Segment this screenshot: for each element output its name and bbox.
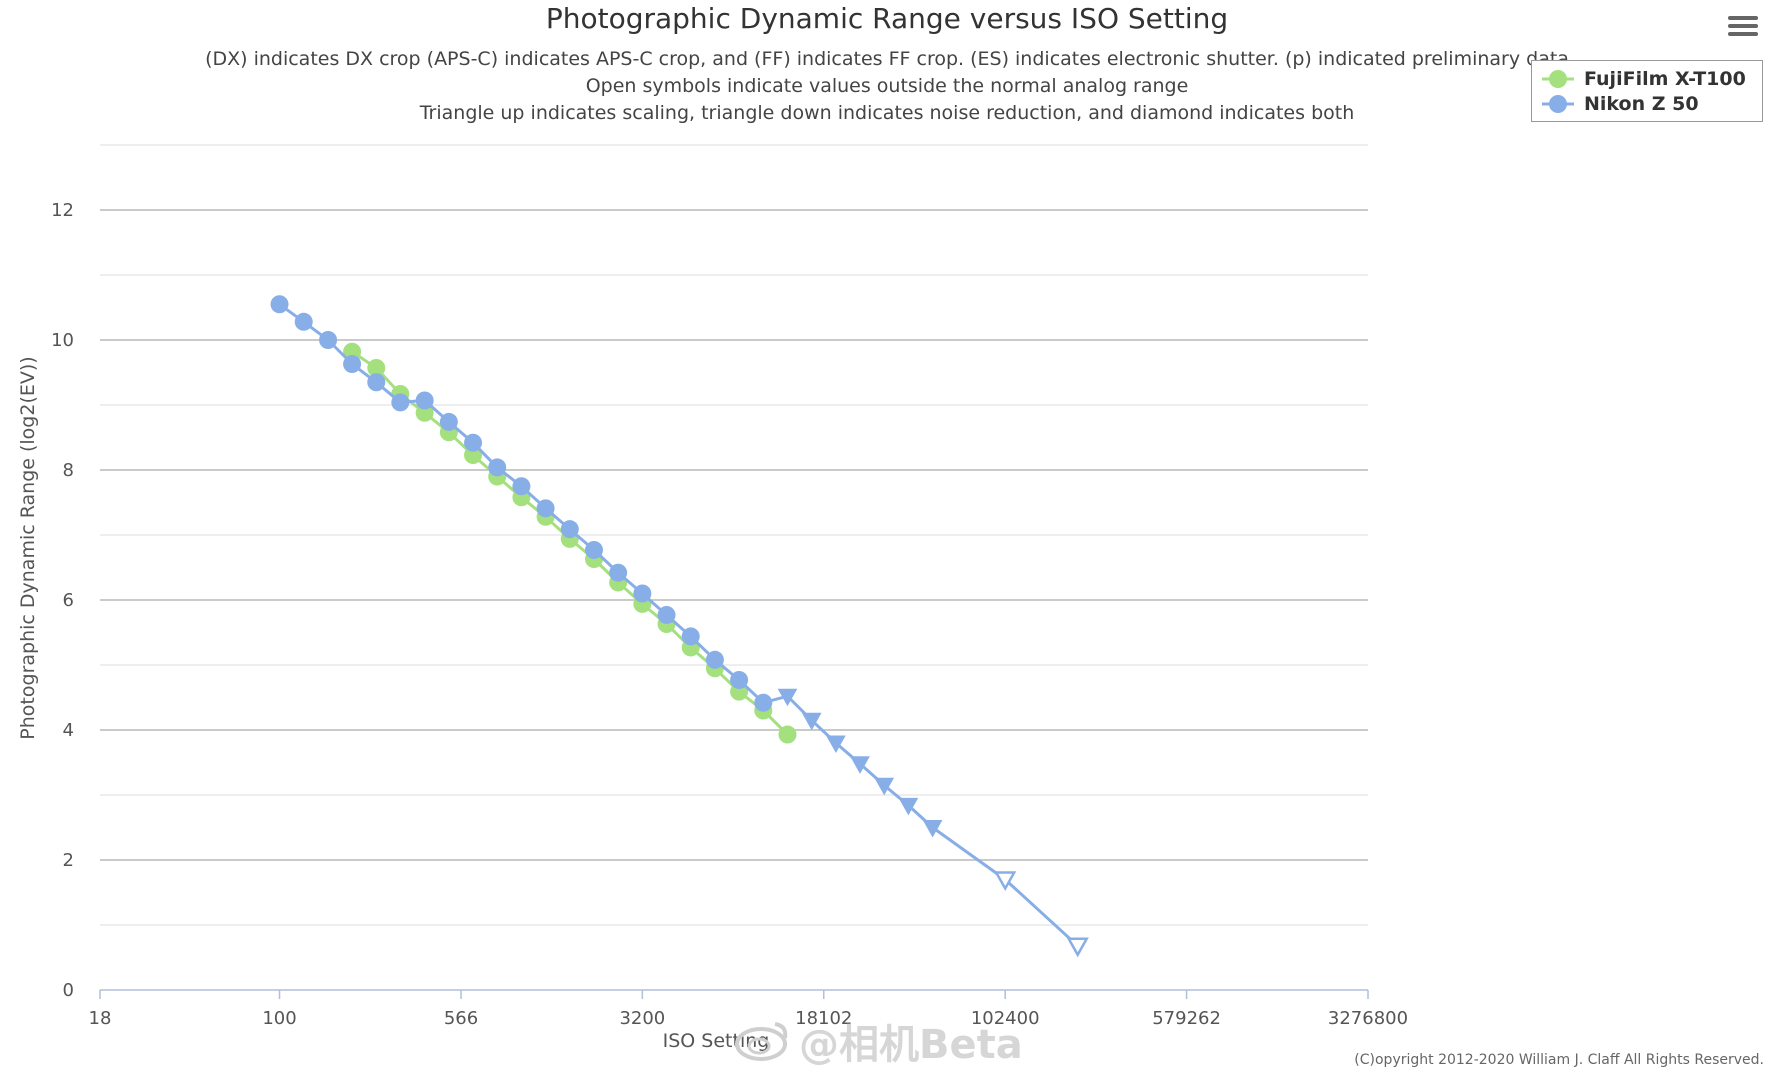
x-tick-label: 3200	[619, 1008, 665, 1029]
data-point[interactable]	[560, 520, 579, 539]
y-axis-label: Photographic Dynamic Range (log2(EV))	[17, 356, 39, 739]
data-point[interactable]	[391, 393, 410, 412]
data-point[interactable]	[464, 446, 483, 465]
legend-label-fujifilm: FujiFilm X-T100	[1584, 68, 1746, 90]
y-tick-label: 12	[51, 200, 74, 221]
data-point[interactable]	[826, 735, 846, 754]
x-tick-label: 100	[262, 1008, 296, 1029]
watermark-text: @相机Beta	[799, 1022, 1023, 1068]
data-point[interactable]	[633, 584, 652, 603]
data-point[interactable]	[778, 725, 797, 744]
series-layer	[270, 295, 1089, 958]
data-point[interactable]	[657, 605, 676, 624]
chart-title: Photographic Dynamic Range versus ISO Se…	[545, 2, 1229, 35]
data-point[interactable]	[415, 403, 434, 422]
legend-symbol-fujifilm	[1542, 70, 1574, 88]
data-point[interactable]	[801, 712, 822, 731]
legend-symbol-nikon	[1542, 95, 1574, 113]
y-tick-label: 10	[51, 330, 74, 351]
data-point[interactable]	[512, 477, 531, 496]
x-tick-label: 566	[444, 1008, 478, 1029]
data-point[interactable]	[488, 458, 507, 477]
data-point[interactable]	[464, 433, 483, 452]
data-point[interactable]	[898, 797, 919, 816]
data-point[interactable]	[319, 331, 338, 349]
data-point[interactable]	[777, 688, 798, 707]
data-point[interactable]	[415, 391, 434, 410]
data-point[interactable]	[922, 820, 943, 838]
data-point[interactable]	[874, 777, 895, 796]
data-point[interactable]	[1066, 937, 1089, 958]
data-point[interactable]	[367, 373, 386, 392]
x-tick-label: 18	[89, 1008, 112, 1029]
data-point[interactable]	[343, 342, 362, 361]
x-tick-label: 3276800	[1328, 1008, 1408, 1029]
copyright-text: (C)opyright 2012-2020 William J. Claff A…	[1354, 1052, 1764, 1068]
data-point[interactable]	[754, 693, 773, 712]
chart-subtitle-1: (DX) indicates DX crop (APS-C) indicates…	[205, 48, 1569, 70]
series-1	[270, 295, 1089, 958]
grid-lines	[100, 144, 1368, 926]
legend-label-nikon: Nikon Z 50	[1584, 93, 1699, 115]
data-point[interactable]	[681, 627, 700, 646]
data-point[interactable]	[270, 295, 289, 314]
data-point[interactable]	[343, 355, 362, 374]
x-tick-label: 579262	[1152, 1008, 1221, 1029]
legend: FujiFilm X-T100 Nikon Z 50	[1531, 60, 1763, 122]
y-tick-label: 8	[63, 460, 74, 481]
hamburger-menu-icon[interactable]	[1728, 16, 1758, 40]
data-point[interactable]	[536, 499, 555, 518]
data-point[interactable]	[367, 358, 386, 377]
x-tick-label: 102400	[971, 1008, 1040, 1029]
axes: 18 100 566 3200 18102 102400 579262 3276800 0 2 4 6…	[51, 200, 1408, 1029]
data-point[interactable]	[294, 312, 313, 331]
weibo-logo-icon	[735, 1022, 788, 1061]
data-point[interactable]	[609, 563, 628, 582]
chart-subtitle-2: Open symbols indicate values outside the…	[585, 75, 1189, 97]
y-tick-label: 4	[63, 720, 74, 741]
data-point[interactable]	[994, 871, 1017, 892]
data-point[interactable]	[730, 670, 749, 689]
data-point[interactable]	[850, 756, 870, 774]
y-tick-label: 2	[63, 850, 74, 871]
data-point[interactable]	[584, 540, 603, 559]
y-tick-label: 6	[63, 590, 74, 611]
x-tick-label: 18102	[795, 1008, 852, 1029]
data-point[interactable]	[705, 650, 724, 669]
chart-subtitle-3: Triangle up indicates scaling, triangle …	[419, 102, 1355, 124]
data-point[interactable]	[439, 412, 458, 431]
y-tick-label: 0	[63, 980, 74, 1001]
